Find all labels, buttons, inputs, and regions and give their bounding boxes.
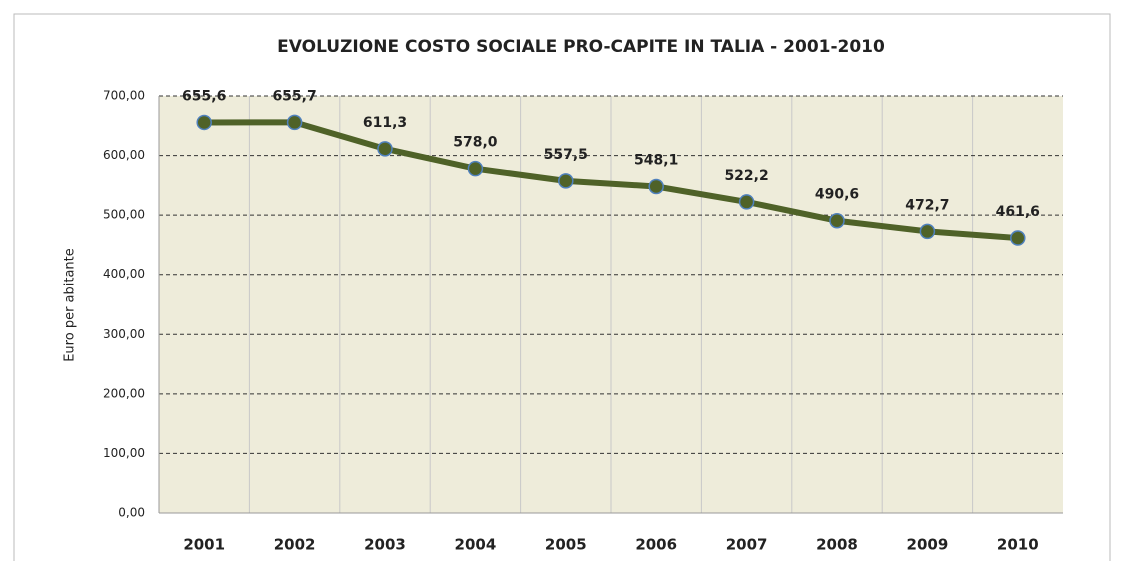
- y-tick-label: 600,00: [103, 148, 145, 162]
- y-tick-label: 400,00: [103, 267, 145, 281]
- data-label: 461,6: [996, 204, 1040, 220]
- y-tick-label: 300,00: [103, 327, 145, 341]
- x-tick-label: 2001: [183, 536, 225, 554]
- data-point: [286, 114, 303, 131]
- y-tick-label: 0,00: [118, 506, 145, 520]
- chart-title: EVOLUZIONE COSTO SOCIALE PRO-CAPITE IN T…: [277, 37, 885, 57]
- data-point: [558, 173, 574, 189]
- x-tick-label: 2007: [726, 536, 768, 554]
- data-label: 578,0: [453, 135, 498, 151]
- data-point: [377, 141, 393, 157]
- data-point: [196, 114, 212, 131]
- data-point: [919, 223, 936, 240]
- data-point: [648, 178, 664, 195]
- data-line: [204, 119, 1019, 242]
- data-point: [829, 212, 845, 229]
- data-label: 490,6: [815, 187, 859, 203]
- data-label: 655,7: [272, 88, 316, 104]
- y-tick-label: 200,00: [103, 386, 145, 400]
- chart-frame: [13, 13, 1111, 561]
- x-tick-label: 2010: [997, 536, 1039, 554]
- x-tick-label: 2004: [455, 536, 497, 554]
- x-tick-label: 2003: [364, 536, 406, 554]
- data-label: 548,1: [634, 152, 678, 168]
- data-point: [738, 194, 755, 210]
- data-label: 472,7: [905, 197, 949, 213]
- y-tick-label: 500,00: [103, 208, 145, 222]
- data-label: 522,2: [724, 168, 768, 184]
- x-tick-label: 2002: [274, 536, 316, 554]
- y-tick-label: 100,00: [103, 446, 145, 460]
- data-point: [467, 160, 484, 177]
- data-label: 557,5: [544, 147, 588, 163]
- x-tick-label: 2006: [635, 536, 677, 554]
- y-axis-label: Euro per abitante: [63, 248, 78, 362]
- x-tick-label: 2008: [816, 536, 858, 554]
- y-tick-label: 700,00: [103, 89, 145, 103]
- data-point: [1010, 230, 1026, 246]
- data-label: 655,6: [182, 88, 226, 104]
- data-label: 611,3: [363, 115, 407, 131]
- x-tick-label: 2009: [907, 536, 949, 554]
- x-tick-label: 2005: [545, 536, 587, 554]
